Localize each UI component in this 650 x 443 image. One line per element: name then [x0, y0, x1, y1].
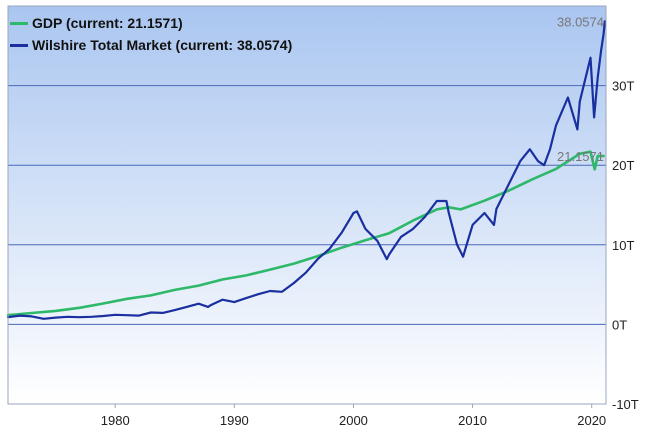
- plot-background: [8, 6, 606, 404]
- legend-swatch-gdp: [10, 21, 28, 25]
- end-label-gdp: 21.1571: [557, 149, 604, 164]
- x-tick-label: 2020: [577, 413, 606, 428]
- series-lines: [6, 20, 606, 320]
- gridlines: [8, 85, 606, 325]
- x-tick-label: 1990: [220, 413, 249, 428]
- x-axis-tick-labels: 1980 1990 2000 2010 2020: [101, 404, 606, 428]
- x-tick-label: 1980: [101, 413, 130, 428]
- series-line-gdp[interactable]: [6, 150, 605, 317]
- y-tick-label: 10T: [612, 238, 634, 253]
- y-tick-label: 20T: [612, 158, 634, 173]
- x-tick-label: 2010: [458, 413, 487, 428]
- y-tick-label: 30T: [612, 79, 634, 94]
- legend-label-wilshire: Wilshire Total Market (current: 38.0574): [32, 37, 293, 53]
- x-tick-label: 2000: [339, 413, 368, 428]
- end-value-labels: 21.1571 38.0574: [557, 14, 604, 164]
- legend: GDP (current: 21.1571) Wilshire Total Ma…: [10, 12, 292, 56]
- end-label-wilshire: 38.0574: [557, 14, 604, 29]
- legend-item-wilshire[interactable]: Wilshire Total Market (current: 38.0574): [10, 34, 292, 56]
- legend-swatch-wilshire: [10, 43, 28, 47]
- y-tick-label: 0T: [612, 317, 627, 332]
- y-tick-label: -10T: [612, 397, 639, 412]
- series-line-wilshire[interactable]: [6, 20, 606, 320]
- legend-label-gdp: GDP (current: 21.1571): [32, 15, 183, 31]
- legend-item-gdp[interactable]: GDP (current: 21.1571): [10, 12, 292, 34]
- plot-frame: [7, 5, 607, 405]
- y-axis-tick-labels: -10T 0T 10T 20T 30T: [612, 79, 639, 412]
